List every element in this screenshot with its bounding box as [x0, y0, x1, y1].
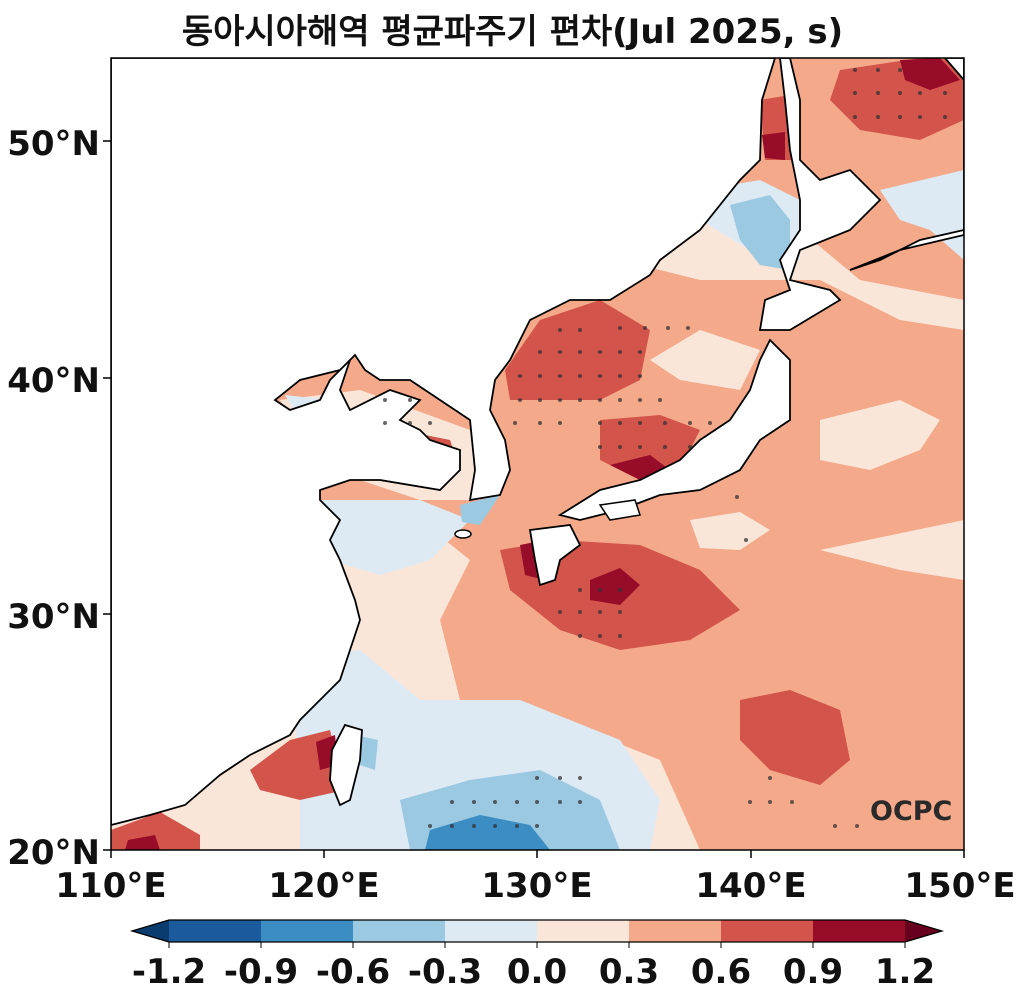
colorbar-label-6: 0.6	[691, 952, 751, 992]
field-blue-korea-s	[460, 495, 500, 525]
lat-tick-20: 20°N	[7, 833, 100, 873]
field-peach-east2	[820, 400, 940, 470]
colorbar-label-8: 1.2	[875, 952, 935, 992]
colorbar-bin-5	[629, 920, 721, 942]
lon-ticks	[110, 850, 965, 858]
colorbar-bin-3	[445, 920, 537, 942]
field-darkred-4	[900, 58, 960, 90]
land-kyushu	[528, 524, 582, 587]
lon-tick-110: 110°E	[55, 866, 166, 906]
field-red-east	[740, 690, 850, 785]
field-lightblue-eastchina	[320, 500, 470, 575]
anomaly-field	[111, 58, 964, 850]
colorbar-label-4: 0.0	[507, 952, 567, 992]
ocpc-logo: OCPC	[870, 796, 953, 827]
colorbar-label-3: -0.3	[408, 952, 482, 992]
field-blue-north	[730, 195, 790, 270]
lon-tick-150: 150°E	[904, 866, 1015, 906]
field-darkblue-south	[425, 815, 550, 850]
colorbar-bin-2	[353, 920, 445, 942]
colorbar-label-7: 0.9	[783, 952, 843, 992]
colorbar-bin-6	[721, 920, 813, 942]
colorbar-bin-4	[537, 920, 629, 942]
lon-tick-140: 140°E	[695, 866, 806, 906]
lat-tick-labels: 20°N 30°N 40°N 50°N	[7, 124, 100, 873]
field-peach-east3	[820, 520, 964, 580]
field-peach-east4	[690, 512, 770, 550]
lon-tick-labels: 110°E 120°E 130°E 140°E 150°E	[55, 866, 1015, 906]
land-jeju	[454, 529, 472, 539]
field-darkred-7	[125, 835, 160, 850]
field-darkred-5	[762, 132, 785, 160]
land-asia	[111, 58, 776, 826]
colorbar: -1.2 -0.9 -0.6 -0.3 0.0 0.3 0.6 0.9 1.2	[129, 919, 945, 992]
colorbar-extend-high	[905, 920, 942, 942]
map-title: 동아시아해역 평균파주기 편차(Jul 2025, s)	[181, 12, 844, 52]
colorbar-label-0: -1.2	[132, 952, 206, 992]
colorbar-bin-7	[813, 920, 905, 942]
land-shikoku	[598, 499, 641, 521]
colorbar-label-1: -0.9	[224, 952, 298, 992]
field-darkred-1	[590, 568, 640, 605]
colorbar-bin-0	[169, 920, 261, 942]
land-honshu	[557, 338, 791, 521]
colorbar-extend-low	[132, 920, 169, 942]
lat-tick-30: 30°N	[7, 597, 100, 637]
lon-tick-120: 120°E	[268, 866, 379, 906]
significance-dots	[383, 68, 947, 828]
field-peach-east1	[650, 330, 760, 390]
lat-tick-50: 50°N	[7, 124, 100, 164]
land-taiwan	[329, 723, 363, 807]
land-sakhalin-hokkaido	[758, 58, 882, 331]
colorbar-bin-1	[261, 920, 353, 942]
land-far-east	[849, 58, 964, 271]
lat-ticks	[103, 140, 111, 851]
colorbar-label-2: -0.6	[316, 952, 390, 992]
lat-tick-40: 40°N	[7, 361, 100, 401]
colorbar-label-5: 0.3	[599, 952, 659, 992]
lon-tick-130: 130°E	[481, 866, 592, 906]
